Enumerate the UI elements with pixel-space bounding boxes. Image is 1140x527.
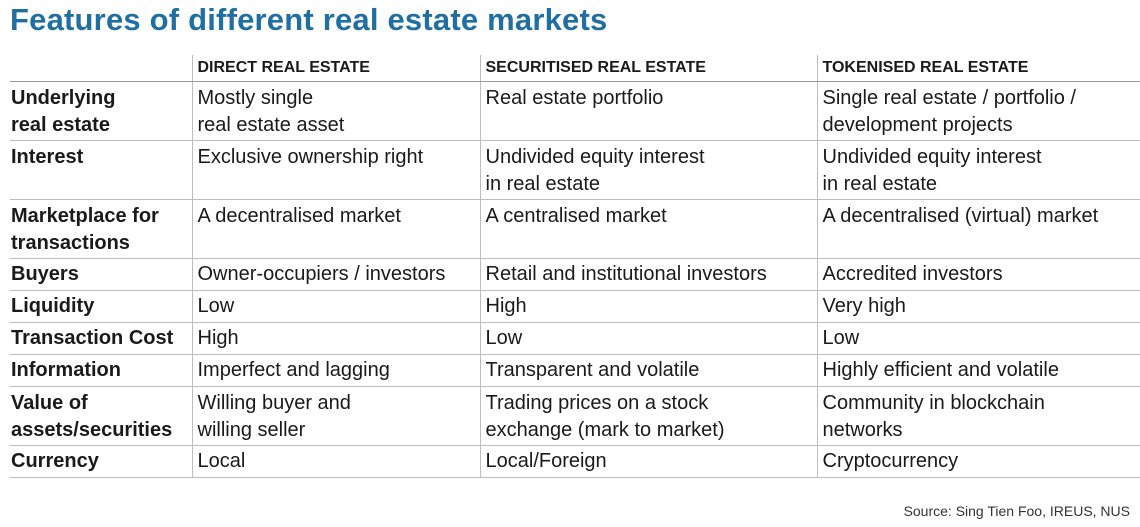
cell-line: Trading prices on a stock (485, 392, 709, 414)
table-row: Marketplace for transactions A decentrali… (10, 199, 1140, 259)
page-title: Features of different real estate market… (10, 2, 608, 37)
table-row: Transaction Cost High Low Low (10, 322, 1140, 355)
cell-direct: Local (191, 445, 480, 478)
cell-line: Undivided equity interest (485, 146, 705, 168)
row-label-line: real estate (11, 114, 110, 136)
cell-line: exchange (mark to market) (485, 419, 725, 441)
cell-line: Transparent and volatile (485, 359, 700, 381)
comparison-table: DIRECT REAL ESTATE SECURITISED REAL ESTA… (10, 55, 1140, 478)
cell-securitised: Undivided equity interest in real estate (479, 140, 817, 200)
row-label-line: Marketplace for (11, 205, 159, 227)
cell-direct: Owner-occupiers / investors (191, 258, 480, 291)
cell-line: High (485, 295, 527, 317)
cell-line: development projects (822, 114, 1013, 136)
cell-line: Low (197, 295, 235, 317)
cell-line: A decentralised market (197, 205, 401, 227)
cell-direct: A decentralised market (191, 199, 480, 259)
table-row: Liquidity Low High Very high (10, 290, 1140, 323)
header-direct: DIRECT REAL ESTATE (191, 55, 480, 82)
cell-line: Owner-occupiers / investors (197, 263, 446, 285)
cell-line: willing seller (197, 419, 306, 441)
row-label: Marketplace for transactions (10, 199, 192, 259)
table-row: Underlying real estate Mostly single real … (10, 81, 1140, 141)
row-label: Underlying real estate (10, 81, 192, 141)
cell-line: Imperfect and lagging (197, 359, 390, 381)
cell-securitised: Retail and institutional investors (479, 258, 817, 291)
cell-securitised: Transparent and volatile (479, 354, 817, 387)
row-label-line: Liquidity (11, 295, 95, 317)
source-note: Source: Sing Tien Foo, IREUS, NUS (903, 503, 1130, 519)
table-row: Currency Local Local/Foreign Cryptocurre… (10, 445, 1140, 478)
cell-tokenised: Low (816, 322, 1140, 355)
row-label-line: Information (11, 359, 121, 381)
cell-tokenised: A decentralised (virtual) market (816, 199, 1140, 259)
cell-line: in real estate (822, 173, 938, 195)
table-row: Information Imperfect and lagging Transp… (10, 354, 1140, 387)
row-label: Value of assets/securities (10, 386, 192, 446)
row-label-line: Transaction Cost (11, 327, 174, 349)
cell-line: Single real estate / portfolio / (822, 87, 1076, 109)
cell-line: Very high (822, 295, 906, 317)
row-label-line: Value of (11, 392, 88, 414)
cell-tokenised: Cryptocurrency (816, 445, 1140, 478)
header-securitised: SECURITISED REAL ESTATE (479, 55, 817, 82)
cell-securitised: Local/Foreign (479, 445, 817, 478)
cell-tokenised: Accredited investors (816, 258, 1140, 291)
cell-line: A centralised market (485, 205, 667, 227)
header-row: DIRECT REAL ESTATE SECURITISED REAL ESTA… (10, 55, 1140, 82)
cell-securitised: A centralised market (479, 199, 817, 259)
cell-tokenised: Very high (816, 290, 1140, 323)
cell-line: in real estate (485, 173, 601, 195)
row-label-line: Interest (11, 146, 84, 168)
cell-line: networks (822, 419, 903, 441)
cell-securitised: Low (479, 322, 817, 355)
cell-tokenised: Highly efficient and volatile (816, 354, 1140, 387)
cell-line: Community in blockchain (822, 392, 1045, 414)
row-label-line: Underlying (11, 87, 116, 109)
cell-securitised: Trading prices on a stock exchange (mark … (479, 386, 817, 446)
cell-direct: Low (191, 290, 480, 323)
cell-direct: Imperfect and lagging (191, 354, 480, 387)
cell-line: Accredited investors (822, 263, 1003, 285)
cell-line: Cryptocurrency (822, 450, 959, 472)
cell-line: Retail and institutional investors (485, 263, 767, 285)
header-tokenised: TOKENISED REAL ESTATE (816, 55, 1140, 82)
cell-securitised: High (479, 290, 817, 323)
cell-direct: High (191, 322, 480, 355)
cell-line: Local/Foreign (485, 450, 607, 472)
cell-line: Undivided equity interest (822, 146, 1042, 168)
row-label: Buyers (10, 258, 192, 291)
row-label: Interest (10, 140, 192, 200)
cell-direct: Exclusive ownership right (191, 140, 480, 200)
row-label-line: Buyers (11, 263, 79, 285)
row-label: Information (10, 354, 192, 387)
cell-line: Local (197, 450, 246, 472)
cell-line: Low (485, 327, 523, 349)
cell-line: Real estate portfolio (485, 87, 664, 109)
cell-line: Mostly single (197, 87, 314, 109)
cell-securitised: Real estate portfolio (479, 81, 817, 141)
row-label: Liquidity (10, 290, 192, 323)
cell-direct: Willing buyer and willing seller (191, 386, 480, 446)
table-row: Buyers Owner-occupiers / investors Retai… (10, 258, 1140, 291)
cell-line: Exclusive ownership right (197, 146, 424, 168)
cell-direct: Mostly single real estate asset (191, 81, 480, 141)
table-row: Interest Exclusive ownership right Undiv… (10, 140, 1140, 200)
cell-line: Highly efficient and volatile (822, 359, 1059, 381)
cell-line: real estate asset (197, 114, 345, 136)
cell-line: A decentralised (virtual) market (822, 205, 1099, 227)
row-label: Transaction Cost (10, 322, 192, 355)
cell-tokenised: Community in blockchain networks (816, 386, 1140, 446)
row-label-line: assets/securities (11, 419, 173, 441)
cell-line: Willing buyer and (197, 392, 351, 414)
header-empty (10, 55, 192, 82)
row-label-line: Currency (11, 450, 99, 472)
cell-tokenised: Single real estate / portfolio / developm… (816, 81, 1140, 141)
cell-line: High (197, 327, 239, 349)
row-label: Currency (10, 445, 192, 478)
row-label-line: transactions (11, 232, 130, 254)
table-row: Value of assets/securities Willing buyer … (10, 386, 1140, 446)
cell-line: Low (822, 327, 860, 349)
cell-tokenised: Undivided equity interest in real estate (816, 140, 1140, 200)
